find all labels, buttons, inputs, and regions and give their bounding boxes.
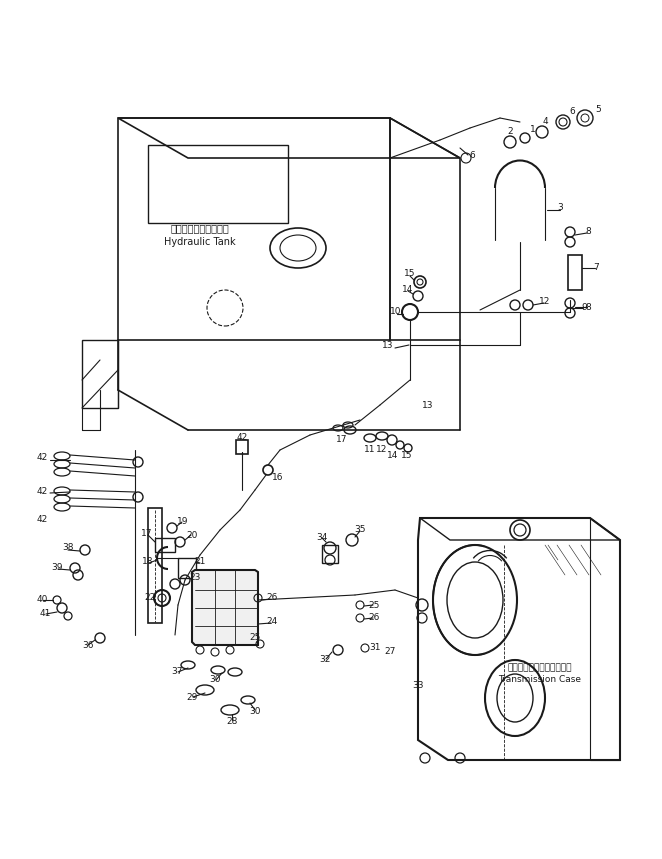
Text: 23: 23	[189, 572, 201, 582]
Text: 10: 10	[391, 308, 402, 316]
Text: 34: 34	[316, 533, 328, 541]
Text: 30: 30	[250, 708, 261, 716]
Text: Hydraulic Tank: Hydraulic Tank	[164, 237, 236, 247]
Bar	[322, 545, 338, 563]
Text: 15: 15	[404, 270, 416, 278]
Text: 8: 8	[585, 302, 591, 312]
Bar	[236, 440, 248, 454]
Bar	[148, 508, 162, 623]
Text: 41: 41	[39, 610, 51, 618]
Text: 4: 4	[542, 118, 548, 126]
Text: 15: 15	[401, 450, 412, 460]
Text: 40: 40	[36, 595, 48, 605]
Bar	[568, 255, 582, 290]
Text: 37: 37	[171, 667, 183, 677]
Text: 17: 17	[336, 436, 348, 444]
Bar	[148, 145, 288, 223]
Text: 36: 36	[82, 641, 94, 649]
Bar	[155, 538, 175, 552]
Text: 1: 1	[530, 125, 536, 135]
Text: 16: 16	[272, 473, 284, 483]
Text: 17: 17	[141, 529, 153, 539]
Polygon shape	[192, 570, 258, 645]
Text: 14: 14	[387, 450, 399, 460]
Text: 25: 25	[250, 633, 261, 643]
Text: 18: 18	[142, 557, 154, 566]
Text: 14: 14	[402, 285, 414, 295]
Text: 26: 26	[368, 613, 380, 623]
Text: 20: 20	[186, 531, 198, 539]
Text: 2: 2	[507, 127, 513, 137]
Text: 26: 26	[266, 594, 277, 602]
Text: 6: 6	[469, 150, 475, 160]
Text: 7: 7	[593, 264, 599, 272]
Text: 38: 38	[62, 544, 73, 552]
Text: 35: 35	[354, 526, 365, 534]
Text: 12: 12	[376, 446, 388, 454]
Text: 29: 29	[186, 693, 198, 703]
Text: 8: 8	[585, 228, 591, 236]
Text: 13: 13	[422, 400, 434, 410]
Text: 28: 28	[226, 717, 238, 727]
Text: 42: 42	[36, 515, 48, 525]
Bar	[178, 558, 196, 578]
Text: 12: 12	[540, 297, 551, 307]
Text: 42: 42	[36, 488, 48, 497]
Text: ハイドロリックタンク: ハイドロリックタンク	[171, 223, 229, 233]
Text: 31: 31	[369, 643, 381, 653]
Text: 5: 5	[595, 106, 601, 114]
Text: トランスミッションケース: トランスミッションケース	[508, 663, 572, 673]
Text: 25: 25	[368, 600, 380, 610]
Text: 33: 33	[412, 680, 424, 690]
Text: 13: 13	[382, 340, 394, 350]
Text: 32: 32	[319, 655, 331, 665]
Text: 19: 19	[177, 517, 189, 527]
Text: 6: 6	[569, 107, 575, 117]
Text: 30: 30	[209, 675, 220, 685]
Text: 21: 21	[195, 557, 206, 566]
Text: Transmission Case: Transmission Case	[498, 675, 581, 685]
Text: 9: 9	[581, 303, 587, 313]
Text: 42: 42	[236, 434, 248, 442]
Text: 39: 39	[51, 564, 63, 572]
Text: 24: 24	[266, 618, 277, 626]
Text: 11: 11	[364, 446, 376, 454]
Text: 42: 42	[36, 454, 48, 462]
Text: 27: 27	[385, 648, 396, 656]
Text: 3: 3	[557, 204, 563, 212]
Text: 22: 22	[144, 594, 156, 602]
